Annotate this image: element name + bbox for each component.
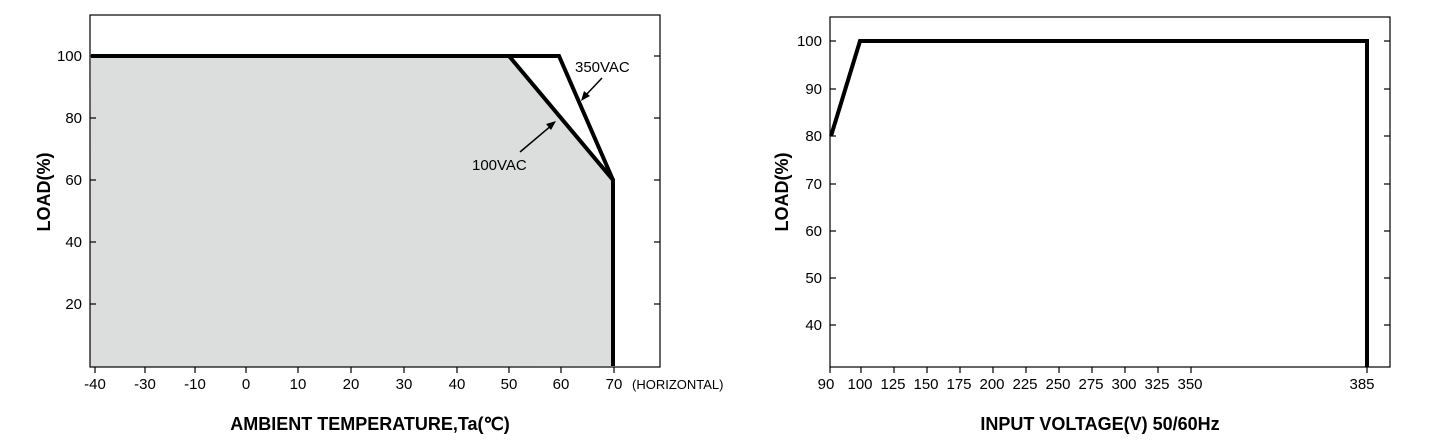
x-tick-label: 350 bbox=[1177, 376, 1202, 393]
y-axis-title: LOAD(%) bbox=[34, 153, 54, 232]
y-tick-label: 60 bbox=[65, 172, 82, 189]
x-tick-label: 50 bbox=[501, 376, 518, 393]
chart-temperature-derating: 20 40 60 80 100 -40 -30 -10 0 10 20 30 40 50 60 70 350… bbox=[34, 14, 723, 434]
y-tick-label: 80 bbox=[65, 110, 82, 127]
x-tick-label: 0 bbox=[242, 376, 250, 393]
x-tick-label: 250 bbox=[1045, 376, 1070, 393]
y-tick-label: 20 bbox=[65, 296, 82, 313]
x-tick-label: 125 bbox=[880, 376, 905, 393]
x-tick-label: 40 bbox=[449, 376, 466, 393]
plot-frame bbox=[829, 16, 1391, 368]
x-tick-label: -40 bbox=[84, 376, 106, 393]
x-tick-label: 30 bbox=[396, 376, 413, 393]
x-tick-label: 20 bbox=[343, 376, 360, 393]
y-ticks: 40 50 60 70 80 90 100 bbox=[797, 33, 1390, 334]
x-tick-label: 60 bbox=[553, 376, 570, 393]
series-line-100vac bbox=[91, 54, 615, 366]
plot-frame bbox=[89, 14, 661, 368]
x-tick-label: 325 bbox=[1144, 376, 1169, 393]
x-tick-label: 300 bbox=[1111, 376, 1136, 393]
y-tick-label: 50 bbox=[805, 270, 822, 287]
annotation-arrow-350vac bbox=[584, 77, 603, 97]
arrowhead-100vac bbox=[546, 121, 556, 130]
x-tick-label: 275 bbox=[1078, 376, 1103, 393]
x-tick-label: 100 bbox=[847, 376, 872, 393]
annotation-arrow-100vac bbox=[519, 124, 553, 153]
x-tick-label: 200 bbox=[979, 376, 1004, 393]
y-axis-title: LOAD(%) bbox=[772, 153, 792, 232]
x-tick-label: 225 bbox=[1012, 376, 1037, 393]
y-tick-label: 80 bbox=[805, 128, 822, 145]
x-ticks: -40 -30 -10 0 10 20 30 40 50 60 70 bbox=[84, 367, 622, 393]
y-tick-label: 70 bbox=[805, 176, 822, 193]
annotation-350vac: 350VAC bbox=[575, 59, 630, 76]
y-tick-label: 100 bbox=[57, 48, 82, 65]
arrowhead-350vac bbox=[581, 91, 590, 101]
y-tick-label: 60 bbox=[805, 223, 822, 240]
x-axis-title: INPUT VOLTAGE(V) 50/60Hz bbox=[980, 414, 1219, 434]
x-axis-note: (HORIZONTAL) bbox=[632, 377, 723, 392]
x-tick-label: 175 bbox=[946, 376, 971, 393]
series-line-load bbox=[829, 39, 1369, 367]
x-tick-label: 150 bbox=[913, 376, 938, 393]
y-tick-label: 40 bbox=[805, 317, 822, 334]
y-tick-label: 40 bbox=[65, 234, 82, 251]
x-tick-label: 10 bbox=[290, 376, 307, 393]
y-tick-label: 90 bbox=[805, 81, 822, 98]
safe-operating-area bbox=[90, 56, 613, 367]
x-tick-label: 385 bbox=[1349, 376, 1374, 393]
y-tick-label: 100 bbox=[797, 33, 822, 50]
x-tick-label: -30 bbox=[134, 376, 156, 393]
x-tick-label: 70 bbox=[606, 376, 623, 393]
x-axis-title: AMBIENT TEMPERATURE,Ta(℃) bbox=[230, 414, 510, 434]
x-tick-label: -10 bbox=[184, 376, 206, 393]
annotation-100vac: 100VAC bbox=[472, 157, 527, 174]
chart-input-voltage-derating: 40 50 60 70 80 90 100 90 100 125 150 175 200 225 250 2… bbox=[772, 16, 1391, 434]
x-tick-label: 90 bbox=[818, 376, 835, 393]
x-ticks: 90 100 125 150 175 200 225 250 275 300 325 350 385 bbox=[818, 367, 1375, 393]
y-ticks: 20 40 60 80 100 bbox=[57, 48, 660, 313]
